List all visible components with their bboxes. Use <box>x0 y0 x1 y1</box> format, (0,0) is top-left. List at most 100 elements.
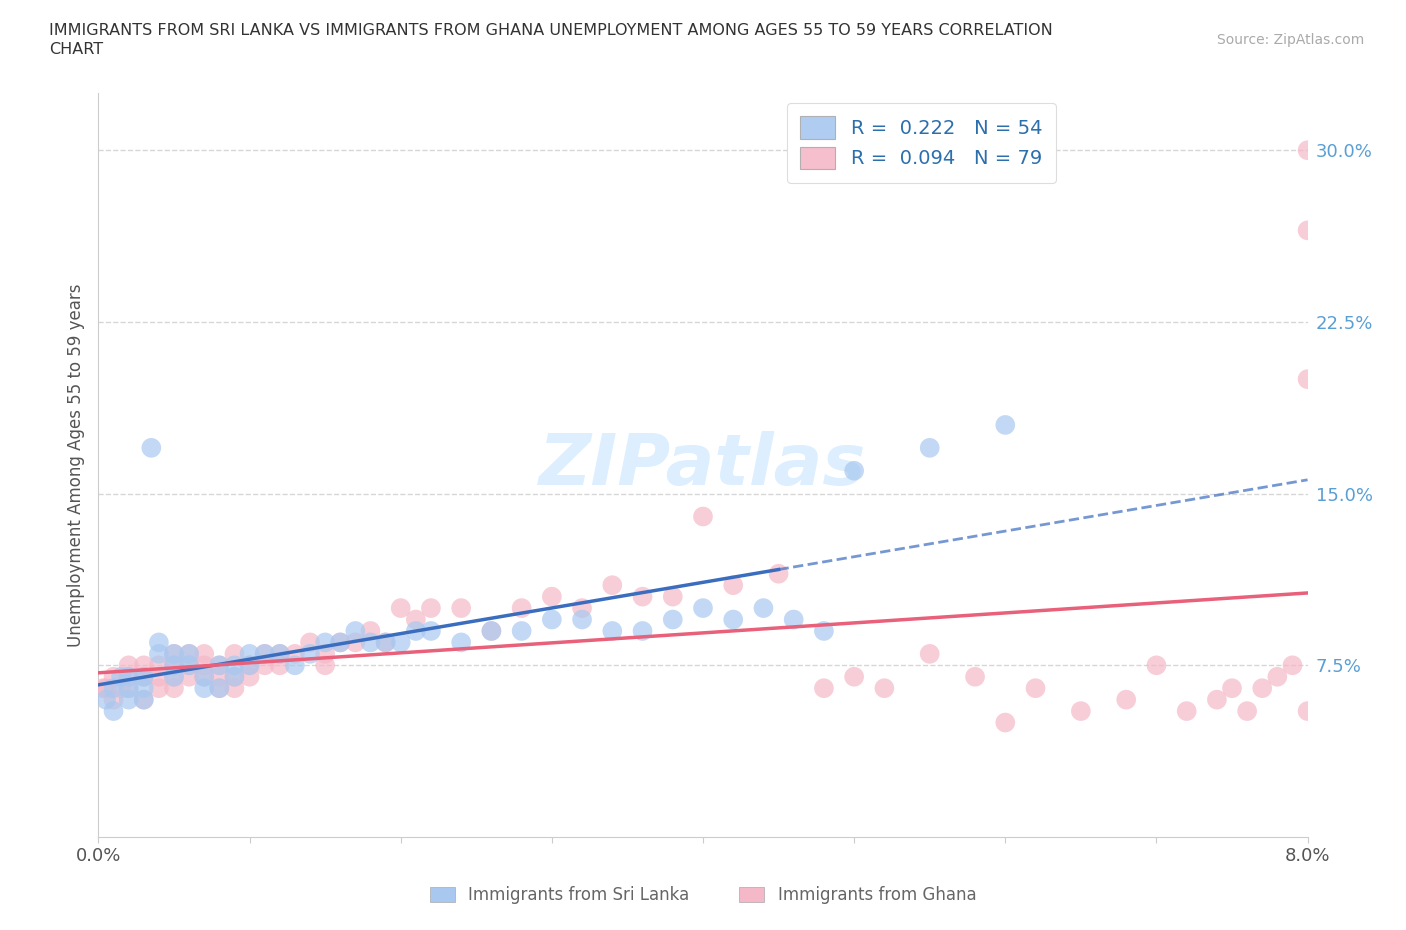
Point <box>405 612 427 627</box>
Point <box>768 566 790 581</box>
Point <box>239 658 262 672</box>
Point <box>1296 223 1319 238</box>
Point <box>661 612 683 627</box>
Point <box>103 704 125 719</box>
Point <box>299 646 322 661</box>
Point <box>389 601 412 616</box>
Point <box>873 681 896 696</box>
Point <box>631 590 654 604</box>
Point <box>360 635 382 650</box>
Point <box>269 646 291 661</box>
Point <box>132 692 155 707</box>
Point <box>239 646 262 661</box>
Point <box>224 670 246 684</box>
Point <box>844 463 866 478</box>
Legend: R =  0.222   N = 54, R =  0.094   N = 79: R = 0.222 N = 54, R = 0.094 N = 79 <box>787 102 1056 182</box>
Point <box>540 612 562 627</box>
Point <box>224 670 246 684</box>
Point <box>481 623 503 638</box>
Point <box>1146 658 1168 672</box>
Point <box>692 509 714 524</box>
Point <box>118 658 141 672</box>
Point <box>141 441 163 456</box>
Point <box>314 658 336 672</box>
Point <box>813 623 835 638</box>
Point <box>193 670 215 684</box>
Point <box>132 670 155 684</box>
Point <box>118 681 141 696</box>
Point <box>571 601 593 616</box>
Point <box>110 681 132 696</box>
Point <box>179 658 201 672</box>
Point <box>1220 681 1243 696</box>
Text: IMMIGRANTS FROM SRI LANKA VS IMMIGRANTS FROM GHANA UNEMPLOYMENT AMONG AGES 55 TO: IMMIGRANTS FROM SRI LANKA VS IMMIGRANTS … <box>49 23 1053 38</box>
Y-axis label: Unemployment Among Ages 55 to 59 years: Unemployment Among Ages 55 to 59 years <box>66 284 84 646</box>
Point <box>94 681 117 696</box>
Point <box>1267 670 1289 684</box>
Point <box>163 646 186 661</box>
Point <box>783 612 806 627</box>
Point <box>450 635 472 650</box>
Point <box>374 635 396 650</box>
Point <box>208 658 231 672</box>
Point <box>1296 143 1319 158</box>
Point <box>193 681 215 696</box>
Point <box>239 658 262 672</box>
Point <box>163 658 186 672</box>
Point <box>253 646 276 661</box>
Point <box>918 646 941 661</box>
Point <box>193 670 215 684</box>
Point <box>253 658 276 672</box>
Point <box>994 418 1017 432</box>
Point <box>148 658 170 672</box>
Point <box>103 670 125 684</box>
Point <box>148 670 170 684</box>
Point <box>118 670 141 684</box>
Point <box>132 658 155 672</box>
Point <box>148 646 170 661</box>
Point <box>269 646 291 661</box>
Point <box>208 681 231 696</box>
Point <box>344 623 367 638</box>
Point <box>208 658 231 672</box>
Point <box>118 692 141 707</box>
Point <box>253 646 276 661</box>
Point <box>224 646 246 661</box>
Point <box>118 681 141 696</box>
Point <box>163 646 186 661</box>
Point <box>110 670 132 684</box>
Point <box>91 681 114 696</box>
Point <box>163 670 186 684</box>
Point <box>420 601 443 616</box>
Point <box>844 670 866 684</box>
Point <box>224 681 246 696</box>
Text: CHART: CHART <box>49 42 103 57</box>
Point <box>1236 704 1258 719</box>
Point <box>1206 692 1229 707</box>
Point <box>918 441 941 456</box>
Point <box>132 692 155 707</box>
Point <box>661 590 683 604</box>
Point <box>450 601 472 616</box>
Point <box>813 681 835 696</box>
Point <box>420 623 443 638</box>
Point <box>360 623 382 638</box>
Point <box>284 646 307 661</box>
Text: Source: ZipAtlas.com: Source: ZipAtlas.com <box>1216 33 1364 46</box>
Point <box>1251 681 1274 696</box>
Point <box>179 658 201 672</box>
Point <box>314 646 336 661</box>
Point <box>284 658 307 672</box>
Point <box>1296 704 1319 719</box>
Point <box>193 646 215 661</box>
Point <box>239 670 262 684</box>
Point <box>179 670 201 684</box>
Point <box>329 635 352 650</box>
Point <box>602 578 624 592</box>
Point <box>631 623 654 638</box>
Point <box>1070 704 1092 719</box>
Point <box>103 692 125 707</box>
Point <box>481 623 503 638</box>
Point <box>1296 372 1319 387</box>
Point <box>163 658 186 672</box>
